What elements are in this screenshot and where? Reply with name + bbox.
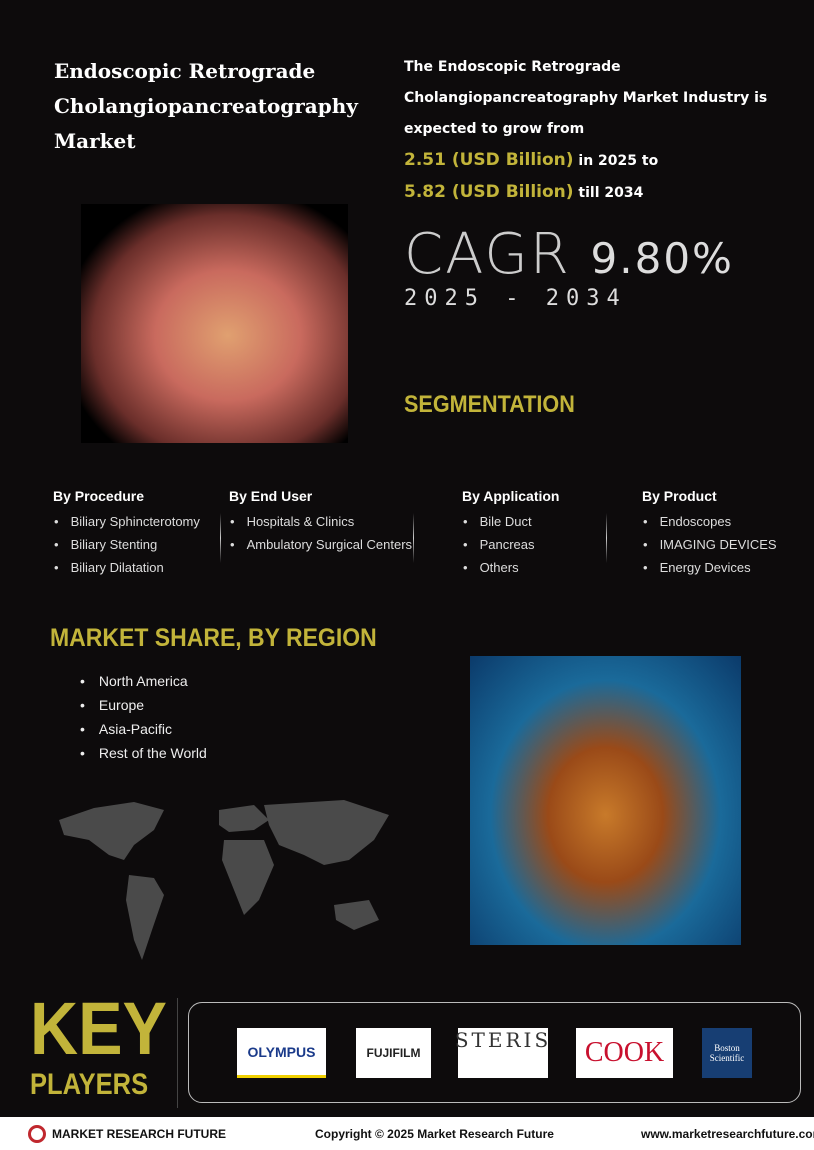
segment-end-user: By End User Hospitals & ClinicsAmbulator… xyxy=(229,488,412,556)
value-2034: 5.82 (USD Billion) xyxy=(404,182,574,202)
footer-copyright: Copyright © 2025 Market Research Future xyxy=(315,1127,554,1141)
region-title: MARKET SHARE, BY REGION xyxy=(50,624,377,652)
key-players-box xyxy=(188,1002,801,1103)
footer-url[interactable]: www.marketresearchfuture.com xyxy=(641,1127,814,1141)
logo-olympus: OLYMPUS xyxy=(237,1028,326,1078)
divider xyxy=(413,513,414,563)
divider xyxy=(220,513,221,563)
footer: MARKET RESEARCH FUTURE Copyright © 2025 … xyxy=(0,1117,814,1150)
ercp-illustration xyxy=(81,204,348,443)
segment-procedure: By Procedure Biliary SphincterotomyBilia… xyxy=(53,488,200,579)
segmentation-title: SEGMENTATION xyxy=(404,391,575,418)
footer-brand: MARKET RESEARCH FUTURE xyxy=(52,1127,226,1141)
logo-steris: STERIS xyxy=(455,1028,548,1078)
page-title: Endoscopic Retrograde Cholangiopancreato… xyxy=(54,59,358,153)
digestive-system-illustration xyxy=(470,656,741,945)
divider xyxy=(606,513,607,563)
region-list: North AmericaEuropeAsia-PacificRest of t… xyxy=(80,669,207,765)
logo-fujifilm: FUJIFILM xyxy=(356,1028,431,1078)
segment-application: By Application Bile DuctPancreasOthers xyxy=(462,488,560,579)
divider xyxy=(177,998,178,1108)
value-2025: 2.51 (USD Billion) xyxy=(404,150,574,170)
key-players-title: KEY PLAYERS xyxy=(30,987,167,1102)
cagr-years: 2025 - 2034 xyxy=(404,286,627,311)
cagr-value: 9.80% xyxy=(590,234,734,283)
cagr: CAGR 9.80% xyxy=(404,222,734,287)
market-intro: The Endoscopic Retrograde Cholangiopancr… xyxy=(404,59,768,202)
world-map xyxy=(59,800,389,960)
logo-cook: COOK xyxy=(576,1028,673,1078)
mrf-logo-icon xyxy=(28,1125,46,1143)
segment-product: By Product EndoscopesIMAGING DEVICESEner… xyxy=(642,488,777,579)
logo-boston-scientific: Boston Scientific xyxy=(702,1028,752,1078)
